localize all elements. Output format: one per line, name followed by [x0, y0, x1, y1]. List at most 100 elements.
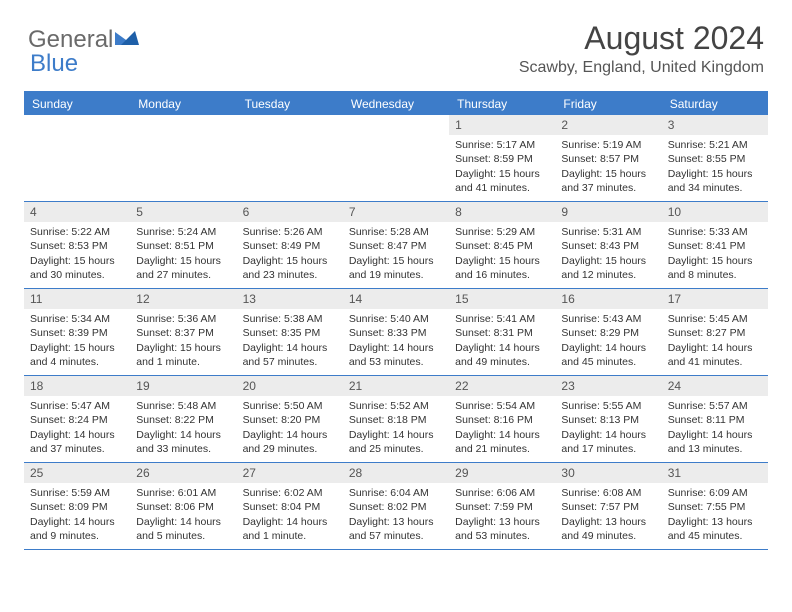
sunrise-text: Sunrise: 6:04 AM: [349, 486, 443, 500]
day-cell: 13Sunrise: 5:38 AMSunset: 8:35 PMDayligh…: [237, 289, 343, 375]
sunrise-text: Sunrise: 5:31 AM: [561, 225, 655, 239]
day-cell: 17Sunrise: 5:45 AMSunset: 8:27 PMDayligh…: [662, 289, 768, 375]
sunset-text: Sunset: 8:09 PM: [30, 500, 124, 514]
day-number: 29: [449, 463, 555, 483]
sunset-text: Sunset: 8:16 PM: [455, 413, 549, 427]
day-number: 14: [343, 289, 449, 309]
day-cell: 1Sunrise: 5:17 AMSunset: 8:59 PMDaylight…: [449, 115, 555, 201]
dow-cell: Sunday: [24, 93, 130, 115]
sunset-text: Sunset: 8:41 PM: [668, 239, 762, 253]
day-cell: 27Sunrise: 6:02 AMSunset: 8:04 PMDayligh…: [237, 463, 343, 549]
sunset-text: Sunset: 8:11 PM: [668, 413, 762, 427]
brand-mark-icon: [115, 29, 143, 52]
day-number: 20: [237, 376, 343, 396]
sunrise-text: Sunrise: 5:24 AM: [136, 225, 230, 239]
sunset-text: Sunset: 8:39 PM: [30, 326, 124, 340]
daylight-text: Daylight: 13 hours and 57 minutes.: [349, 515, 443, 543]
dow-cell: Wednesday: [343, 93, 449, 115]
page-title: August 2024: [519, 20, 764, 57]
week-row: 4Sunrise: 5:22 AMSunset: 8:53 PMDaylight…: [24, 202, 768, 289]
sunset-text: Sunset: 8:04 PM: [243, 500, 337, 514]
daylight-text: Daylight: 14 hours and 1 minute.: [243, 515, 337, 543]
sunset-text: Sunset: 8:59 PM: [455, 152, 549, 166]
day-cell: [237, 115, 343, 201]
daylight-text: Daylight: 15 hours and 16 minutes.: [455, 254, 549, 282]
daylight-text: Daylight: 15 hours and 8 minutes.: [668, 254, 762, 282]
sunset-text: Sunset: 8:43 PM: [561, 239, 655, 253]
sunrise-text: Sunrise: 5:33 AM: [668, 225, 762, 239]
day-number: 17: [662, 289, 768, 309]
sunrise-text: Sunrise: 5:52 AM: [349, 399, 443, 413]
day-cell: 4Sunrise: 5:22 AMSunset: 8:53 PMDaylight…: [24, 202, 130, 288]
day-number: 18: [24, 376, 130, 396]
day-number: 26: [130, 463, 236, 483]
sunrise-text: Sunrise: 6:08 AM: [561, 486, 655, 500]
day-cell: 29Sunrise: 6:06 AMSunset: 7:59 PMDayligh…: [449, 463, 555, 549]
sunset-text: Sunset: 8:37 PM: [136, 326, 230, 340]
day-number: 31: [662, 463, 768, 483]
title-block: August 2024 Scawby, England, United King…: [519, 20, 764, 77]
daylight-text: Daylight: 14 hours and 49 minutes.: [455, 341, 549, 369]
daylight-text: Daylight: 15 hours and 37 minutes.: [561, 167, 655, 195]
sunset-text: Sunset: 8:29 PM: [561, 326, 655, 340]
daylight-text: Daylight: 14 hours and 53 minutes.: [349, 341, 443, 369]
week-row: 25 Sunrise: 5:59 AMSunset: 8:09 PM Dayligh…: [24, 463, 768, 550]
day-cell: 10 Sunrise: 5:33 AMSunset: 8:41 PMDayligh…: [662, 202, 768, 288]
daylight-text: Daylight: 15 hours and 19 minutes.: [349, 254, 443, 282]
sunrise-text: Sunrise: 5:36 AM: [136, 312, 230, 326]
day-number: 12: [130, 289, 236, 309]
sunset-text: Sunset: 7:55 PM: [668, 500, 762, 514]
sunrise-text: Sunrise: 5:59 AM: [30, 486, 124, 500]
sunset-text: Sunset: 8:49 PM: [243, 239, 337, 253]
day-number: 5: [130, 202, 236, 222]
day-cell: 24Sunrise: 5:57 AMSunset: 8:11 PMDayligh…: [662, 376, 768, 462]
day-number: 30: [555, 463, 661, 483]
day-number: 19: [130, 376, 236, 396]
day-number: 10: [662, 202, 768, 222]
sunrise-text: Sunrise: 5:22 AM: [30, 225, 124, 239]
day-number: 15: [449, 289, 555, 309]
daylight-text: Daylight: 14 hours and 33 minutes.: [136, 428, 230, 456]
day-number: 3: [662, 115, 768, 135]
dow-cell: Monday: [130, 93, 236, 115]
daylight-text: Daylight: 13 hours and 45 minutes.: [668, 515, 762, 543]
day-cell: 18Sunrise: 5:47 AMSunset: 8:24 PMDayligh…: [24, 376, 130, 462]
day-number: 16: [555, 289, 661, 309]
sunset-text: Sunset: 8:33 PM: [349, 326, 443, 340]
sunrise-text: Sunrise: 5:28 AM: [349, 225, 443, 239]
daylight-text: Daylight: 13 hours and 49 minutes.: [561, 515, 655, 543]
day-cell: 12Sunrise: 5:36 AMSunset: 8:37 PMDayligh…: [130, 289, 236, 375]
day-number: 28: [343, 463, 449, 483]
day-cell: 15Sunrise: 5:41 AMSunset: 8:31 PMDayligh…: [449, 289, 555, 375]
sunset-text: Sunset: 8:02 PM: [349, 500, 443, 514]
day-cell: 6Sunrise: 5:26 AMSunset: 8:49 PMDaylight…: [237, 202, 343, 288]
day-number: 24: [662, 376, 768, 396]
daylight-text: Daylight: 15 hours and 23 minutes.: [243, 254, 337, 282]
sunset-text: Sunset: 8:57 PM: [561, 152, 655, 166]
day-cell: 20Sunrise: 5:50 AMSunset: 8:20 PMDayligh…: [237, 376, 343, 462]
sunrise-text: Sunrise: 6:02 AM: [243, 486, 337, 500]
day-cell: 26Sunrise: 6:01 AMSunset: 8:06 PMDayligh…: [130, 463, 236, 549]
sunset-text: Sunset: 8:53 PM: [30, 239, 124, 253]
day-number: 21: [343, 376, 449, 396]
sunset-text: Sunset: 8:06 PM: [136, 500, 230, 514]
daylight-text: Daylight: 15 hours and 41 minutes.: [455, 167, 549, 195]
sunset-text: Sunset: 8:24 PM: [30, 413, 124, 427]
day-number: 7: [343, 202, 449, 222]
week-row: 11Sunrise: 5:34 AMSunset: 8:39 PMDayligh…: [24, 289, 768, 376]
sunrise-text: Sunrise: 5:43 AM: [561, 312, 655, 326]
daylight-text: Daylight: 13 hours and 53 minutes.: [455, 515, 549, 543]
dow-cell: Tuesday: [237, 93, 343, 115]
sunrise-text: Sunrise: 5:54 AM: [455, 399, 549, 413]
day-number: 25: [24, 463, 130, 483]
sunrise-text: Sunrise: 6:01 AM: [136, 486, 230, 500]
sunrise-text: Sunrise: 5:19 AM: [561, 138, 655, 152]
daylight-text: Daylight: 15 hours and 4 minutes.: [30, 341, 124, 369]
sunrise-text: Sunrise: 5:29 AM: [455, 225, 549, 239]
day-cell: 30Sunrise: 6:08 AMSunset: 7:57 PMDayligh…: [555, 463, 661, 549]
week-row: 1Sunrise: 5:17 AMSunset: 8:59 PMDaylight…: [24, 115, 768, 202]
daylight-text: Daylight: 14 hours and 17 minutes.: [561, 428, 655, 456]
day-cell: [24, 115, 130, 201]
daylight-text: Daylight: 15 hours and 27 minutes.: [136, 254, 230, 282]
sunrise-text: Sunrise: 5:41 AM: [455, 312, 549, 326]
